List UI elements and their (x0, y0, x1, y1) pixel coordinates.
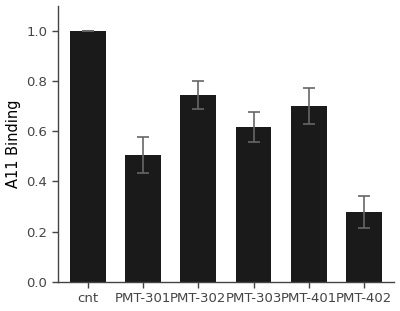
Bar (125, 155, 161, 282)
Bar (346, 212, 382, 282)
Bar (70, 31, 106, 282)
Bar (291, 106, 327, 282)
Bar (236, 127, 272, 282)
Bar (180, 95, 216, 282)
Y-axis label: A11 Binding: A11 Binding (6, 100, 20, 188)
